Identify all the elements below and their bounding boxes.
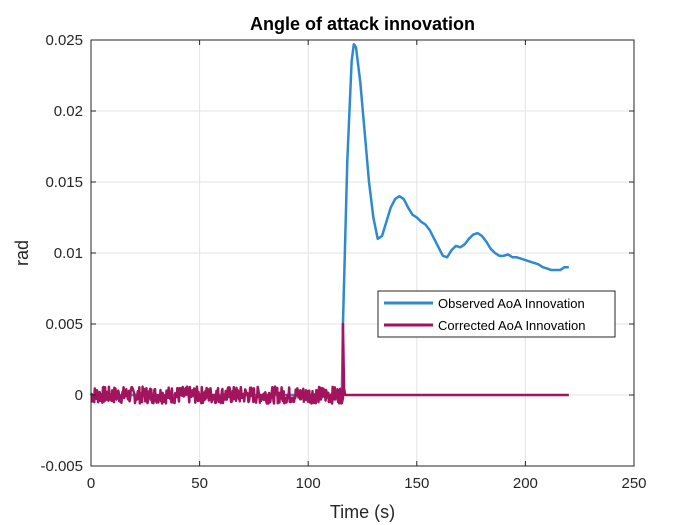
ticks [90, 39, 635, 467]
tick-labels: 0 50 100 150 200 250-0.00500.0050.010.0150.02… [40, 32, 646, 492]
y-tick-label: 0.02 [54, 103, 83, 120]
y-tick-label: 0 [75, 387, 83, 404]
x-tick-label: 250 [621, 475, 646, 492]
y-tick-label: 0.005 [45, 316, 83, 333]
series-line-corrected [89, 322, 569, 405]
x-axis-label: Time (s) [330, 502, 395, 522]
y-tick-label: 0.025 [45, 32, 83, 49]
legend-box [377, 290, 616, 338]
x-tick-label: 0 [87, 475, 95, 492]
y-tick-label: 0.015 [45, 174, 83, 191]
x-tick-label: 200 [513, 475, 538, 492]
legend-label-corrected: Corrected AoA Innovation [438, 318, 585, 333]
series-layer [89, 43, 569, 405]
series-line-observed [91, 43, 569, 397]
chart-title: Angle of attack innovation [250, 14, 475, 34]
legend-label-observed: Observed AoA Innovation [438, 296, 585, 311]
x-tick-label: 150 [404, 475, 429, 492]
legend: Observed AoA Innovation Corrected AoA In… [377, 290, 616, 338]
y-tick-label: 0.01 [54, 245, 83, 262]
y-axis-label: rad [12, 240, 32, 266]
y-tick-label: -0.005 [40, 458, 83, 475]
x-tick-label: 100 [296, 475, 321, 492]
x-tick-label: 50 [191, 475, 208, 492]
